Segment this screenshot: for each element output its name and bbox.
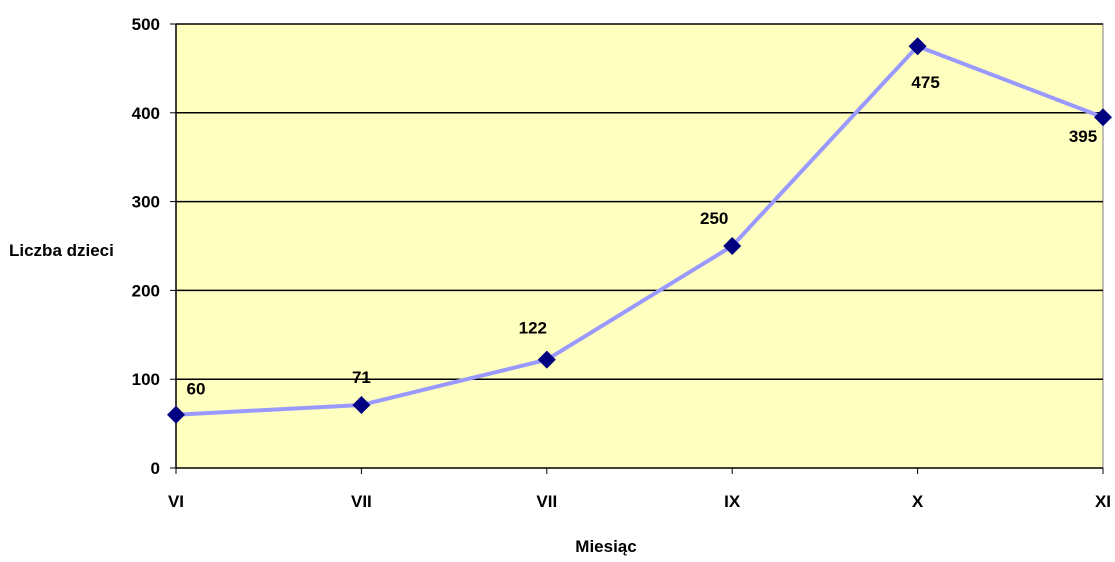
data-point-1	[352, 395, 371, 414]
x-axis-title: Miesiąc	[575, 537, 636, 556]
y-tick-label-500: 500	[132, 15, 160, 34]
x-tick-label-3: IX	[724, 492, 741, 511]
data-label-4: 475	[911, 73, 939, 92]
y-tick-label-100: 100	[132, 370, 160, 389]
x-tick-label-5: XI	[1095, 492, 1111, 511]
grid-lines	[176, 23, 1103, 380]
data-label-5: 395	[1069, 127, 1097, 146]
series-line	[175, 44, 1104, 417]
y-tick-label-200: 200	[132, 281, 160, 300]
data-label-2: 122	[519, 319, 547, 338]
data-label-3: 250	[700, 209, 728, 228]
data-point-0	[167, 405, 185, 424]
y-tick-label-0: 0	[151, 459, 160, 478]
x-tick-label-2: VII	[536, 492, 557, 511]
data-label-1: 71	[352, 368, 371, 387]
x-tick-label-1: VII	[351, 492, 372, 511]
y-axis-title: Liczba dzieci	[9, 241, 114, 260]
y-tick-label-400: 400	[132, 104, 160, 123]
x-tick-label-4: X	[912, 492, 924, 511]
data-markers	[167, 37, 1112, 424]
data-point-4	[908, 37, 927, 56]
data-point-2	[537, 350, 556, 369]
x-axis-ticks: VI VII VII IX X XI	[168, 468, 1111, 511]
x-tick-label-0: VI	[168, 492, 184, 511]
data-labels: 60 71 122 250 475 395	[187, 73, 1098, 399]
y-axis-ticks: 0 100 200 300 400 500	[132, 15, 1103, 478]
data-label-0: 60	[187, 380, 206, 399]
data-point-5	[1094, 108, 1112, 127]
y-tick-label-300: 300	[132, 193, 160, 212]
plot-area	[175, 23, 1104, 469]
data-point-3	[723, 237, 742, 255]
